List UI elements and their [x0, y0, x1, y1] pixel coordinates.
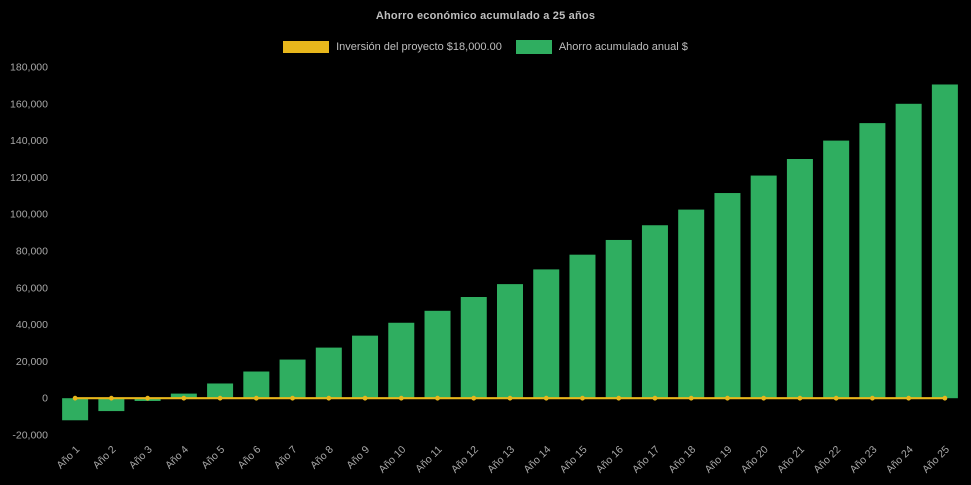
bar-Año 1[interactable] — [62, 398, 89, 421]
investment-line-marker-Año 25[interactable] — [942, 395, 948, 401]
bar-Año 16[interactable] — [605, 239, 632, 399]
y-axis-tick-label: 80,000 — [16, 246, 48, 258]
bar-Año 8[interactable] — [315, 347, 342, 399]
x-axis-tick-label: Año 14 — [521, 444, 553, 476]
y-axis-tick-label: 60,000 — [16, 282, 48, 294]
x-axis-tick-label: Año 7 — [272, 444, 300, 472]
x-axis-tick-label: Año 21 — [775, 444, 807, 476]
bar-Año 13[interactable] — [497, 284, 523, 399]
bar-Año 14[interactable] — [533, 269, 560, 399]
investment-line-marker-Año 18[interactable] — [688, 395, 694, 401]
savings-swatch-icon — [515, 40, 552, 54]
x-axis-tick-label: Año 8 — [308, 444, 336, 472]
investment-line-marker-Año 4[interactable] — [181, 395, 187, 401]
investment-line-marker-Año 11[interactable] — [435, 395, 440, 401]
x-axis-tick-label: Año 12 — [449, 444, 481, 476]
y-axis-tick-label: 140,000 — [10, 135, 48, 147]
x-axis-tick-label: Año 6 — [236, 444, 264, 472]
investment-line-marker-Año 19[interactable] — [725, 395, 730, 401]
bar-Año 15[interactable] — [569, 254, 596, 399]
investment-line-marker-Año 6[interactable] — [253, 395, 259, 401]
x-axis-tick-label: Año 20 — [739, 444, 771, 476]
y-axis-tick-label: -20,000 — [12, 430, 48, 442]
bar-Año 20[interactable] — [750, 175, 777, 399]
investment-line-marker-Año 15[interactable] — [580, 395, 585, 401]
legend-label-investment: Inversión del proyecto $18,000.00 — [336, 41, 502, 53]
x-axis-tick-label: Año 16 — [594, 444, 626, 476]
bar-Año 23[interactable] — [859, 123, 886, 399]
legend-label-savings: Ahorro acumulado anual $ — [558, 41, 688, 53]
investment-line-marker-Año 23[interactable] — [870, 395, 875, 401]
x-axis-tick-label: Año 2 — [91, 444, 119, 472]
x-axis-tick-label: Año 24 — [884, 444, 916, 476]
investment-line-marker-Año 2[interactable] — [108, 395, 114, 401]
investment-line-marker-Año 7[interactable] — [290, 395, 295, 401]
y-axis-tick-label: 40,000 — [16, 319, 48, 331]
bar-Año 24[interactable] — [895, 103, 922, 399]
investment-line-marker-Año 8[interactable] — [326, 395, 332, 401]
bar-Año 11[interactable] — [424, 310, 451, 399]
bar-Año 17[interactable] — [641, 225, 668, 399]
investment-line-marker-Año 22[interactable] — [833, 395, 839, 401]
investment-line-marker-Año 21[interactable] — [797, 395, 803, 401]
x-axis-tick-label: Año 13 — [485, 444, 517, 476]
bar-Año 6[interactable] — [243, 371, 270, 399]
bar-Año 5[interactable] — [207, 383, 234, 399]
x-axis-tick-label: Año 4 — [163, 444, 191, 472]
x-axis-tick-label: Año 11 — [413, 444, 445, 476]
investment-line-marker-Año 20[interactable] — [761, 395, 767, 401]
investment-line-marker-Año 9[interactable] — [362, 395, 368, 401]
x-axis-tick-label: Año 18 — [666, 444, 698, 476]
investment-line-marker-Año 13[interactable] — [507, 395, 513, 401]
x-axis-tick-label: Año 23 — [848, 444, 880, 476]
bar-Año 22[interactable] — [823, 140, 850, 399]
investment-line-marker-Año 14[interactable] — [543, 395, 549, 401]
investment-line-marker-Año 24[interactable] — [906, 395, 912, 401]
investment-line-marker-Año 17[interactable] — [652, 395, 658, 401]
x-axis-tick-label: Año 17 — [630, 444, 662, 476]
investment-line-marker-Año 12[interactable] — [471, 395, 477, 401]
y-axis-tick-label: 160,000 — [10, 98, 48, 110]
x-axis-tick-label: Año 3 — [127, 444, 155, 472]
bar-Año 9[interactable] — [352, 335, 379, 399]
y-axis-tick-label: 180,000 — [10, 62, 48, 74]
bar-Año 21[interactable] — [786, 159, 813, 399]
bar-Año 19[interactable] — [714, 193, 741, 399]
x-axis-tick-label: Año 19 — [703, 444, 735, 476]
x-axis-tick-label: Año 5 — [199, 444, 227, 472]
bar-Año 25[interactable] — [931, 84, 958, 399]
y-axis-tick-label: 20,000 — [16, 356, 48, 368]
x-axis-tick-label: Año 25 — [920, 444, 952, 476]
legend-item-investment[interactable]: Inversión del proyecto $18,000.00 — [283, 41, 502, 53]
legend: Inversión del proyecto $18,000.00 Ahorro… — [0, 40, 971, 54]
x-axis-tick-label: Año 10 — [376, 444, 408, 476]
investment-line-marker-Año 3[interactable] — [145, 395, 151, 401]
bar-Año 12[interactable] — [460, 297, 487, 399]
bar-Año 10[interactable] — [388, 322, 415, 399]
investment-line-marker-Año 5[interactable] — [217, 395, 223, 401]
bar-Año 18[interactable] — [678, 209, 705, 399]
y-axis-tick-label: 100,000 — [10, 209, 48, 221]
x-axis-tick-label: Año 15 — [558, 444, 590, 476]
x-axis-tick-label: Año 9 — [344, 444, 372, 472]
investment-line-marker-Año 1[interactable] — [72, 395, 78, 401]
bar-Año 2[interactable] — [98, 398, 125, 412]
x-axis-tick-label: Año 1 — [54, 444, 82, 472]
y-axis-tick-label: 120,000 — [10, 172, 48, 184]
chart-title: Ahorro económico acumulado a 25 años — [375, 10, 596, 22]
bar-Año 7[interactable] — [279, 359, 306, 399]
y-axis-tick-label: 0 — [42, 393, 48, 405]
investment-swatch-icon — [283, 41, 330, 53]
legend-item-savings[interactable]: Ahorro acumulado anual $ — [515, 40, 688, 54]
x-axis-tick-label: Año 22 — [811, 444, 843, 476]
investment-line-marker-Año 10[interactable] — [398, 395, 404, 401]
investment-line-marker-Año 16[interactable] — [616, 395, 622, 401]
